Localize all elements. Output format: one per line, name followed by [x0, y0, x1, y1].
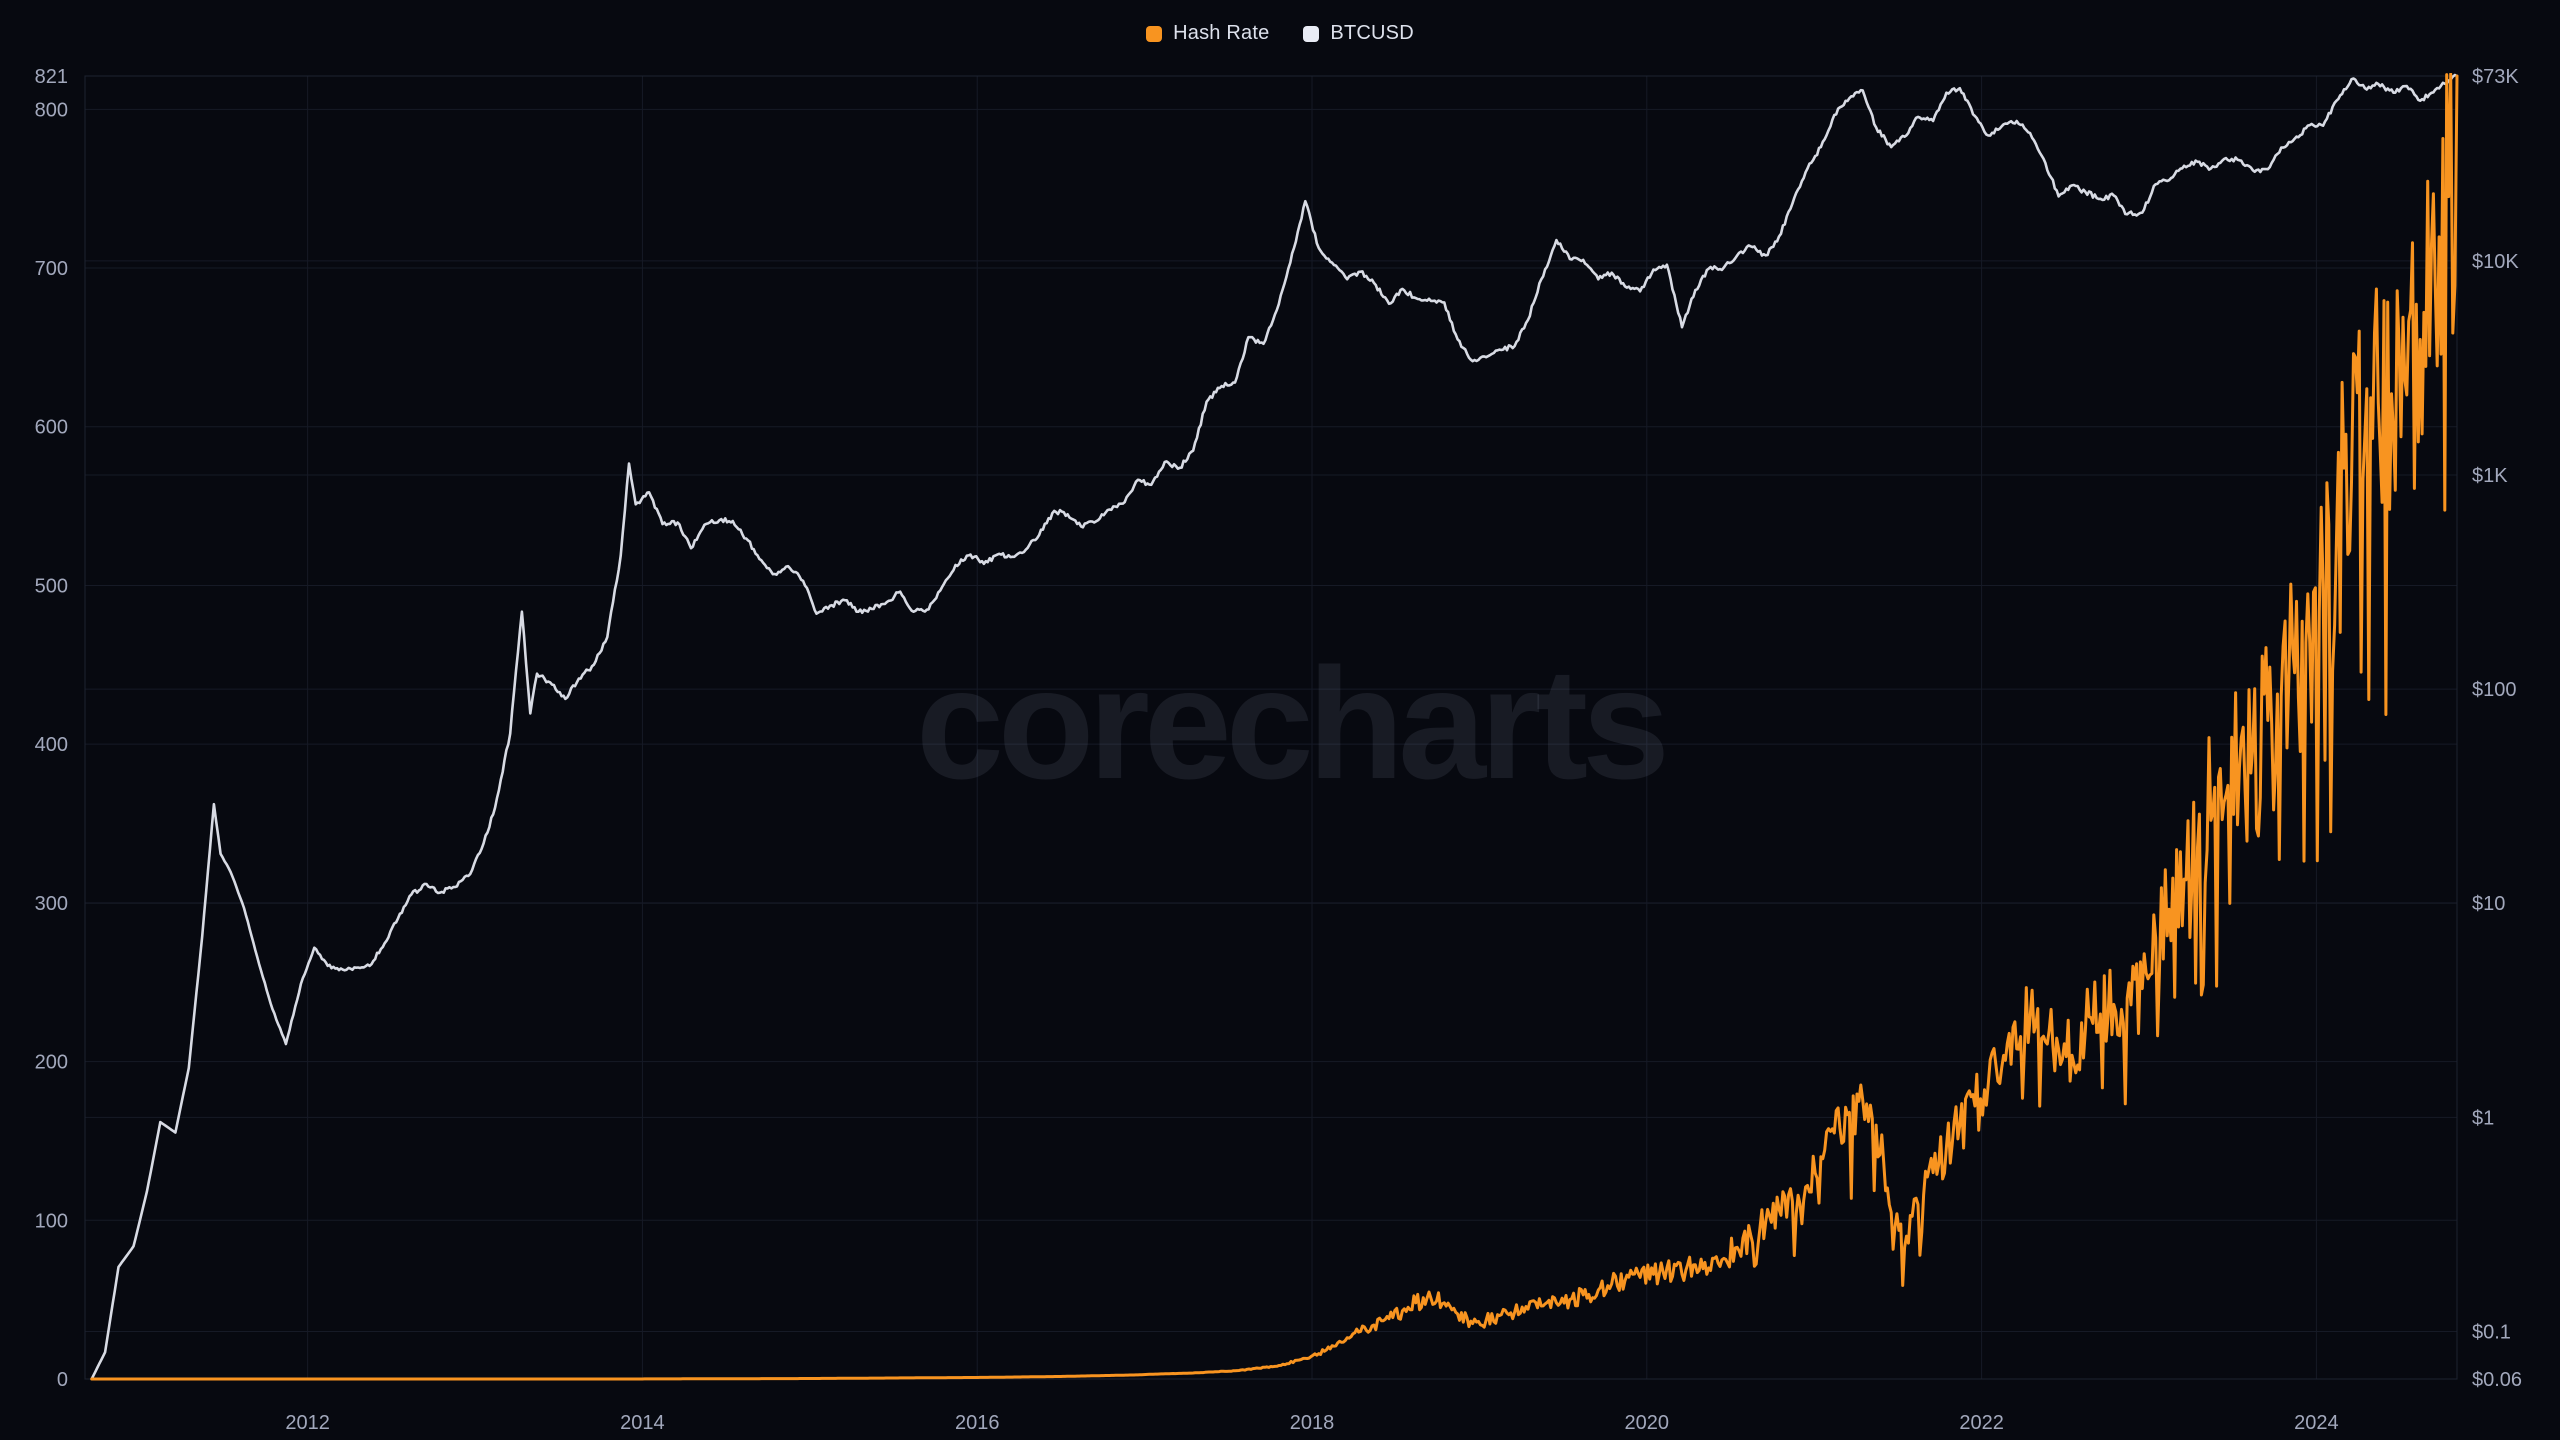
left-axis-tick-label: 300	[35, 893, 68, 915]
right-axis-tick-label: $0.06	[2472, 1369, 2522, 1391]
x-axis-tick-label: 2014	[620, 1412, 665, 1434]
legend-label: Hash Rate	[1173, 22, 1270, 44]
left-axis-tick-label: 200	[35, 1052, 68, 1074]
x-axis-tick-label: 2012	[285, 1412, 330, 1434]
left-axis-tick-label: 800	[35, 99, 68, 121]
left-axis-tick-label: 600	[35, 417, 68, 439]
x-axis-tick-label: 2018	[1290, 1412, 1335, 1434]
watermark-text: corecharts	[916, 636, 1664, 812]
right-axis-tick-label: $1K	[2472, 465, 2508, 487]
right-axis-tick-label: $10K	[2472, 251, 2519, 273]
left-axis-tick-label: 400	[35, 734, 68, 756]
legend-swatch-icon	[1303, 25, 1320, 42]
left-axis-tick-label: 500	[35, 575, 68, 597]
left-axis-tick-label: 700	[35, 258, 68, 280]
x-axis-tick-label: 2024	[2294, 1412, 2339, 1434]
legend-label: BTCUSD	[1330, 22, 1414, 44]
legend-item-btcusd[interactable]: BTCUSD	[1303, 22, 1414, 45]
right-axis-tick-label: $73K	[2472, 66, 2519, 88]
legend-item-hash-rate[interactable]: Hash Rate	[1146, 22, 1269, 45]
right-axis-tick-label: $100	[2472, 679, 2517, 701]
right-axis-tick-label: $0.1	[2472, 1321, 2511, 1343]
hash-rate-line	[90, 73, 2459, 1381]
chart-legend: Hash Rate BTCUSD	[0, 22, 2560, 45]
right-axis-tick-label: $1	[2472, 1107, 2494, 1129]
plot-border	[84, 75, 2458, 1380]
left-axis-tick-label: 100	[35, 1210, 68, 1232]
x-axis-tick-label: 2020	[1625, 1412, 1670, 1434]
legend-swatch-icon	[1146, 25, 1163, 42]
x-axis-tick-label: 2016	[955, 1412, 1000, 1434]
right-axis-tick-label: $10	[2472, 893, 2505, 915]
x-axis-tick-label: 2022	[1959, 1412, 2004, 1434]
left-axis-tick-label: 0	[57, 1369, 68, 1391]
left-axis-tick-label: 821	[35, 66, 68, 88]
btcusd-line	[90, 73, 2459, 1381]
